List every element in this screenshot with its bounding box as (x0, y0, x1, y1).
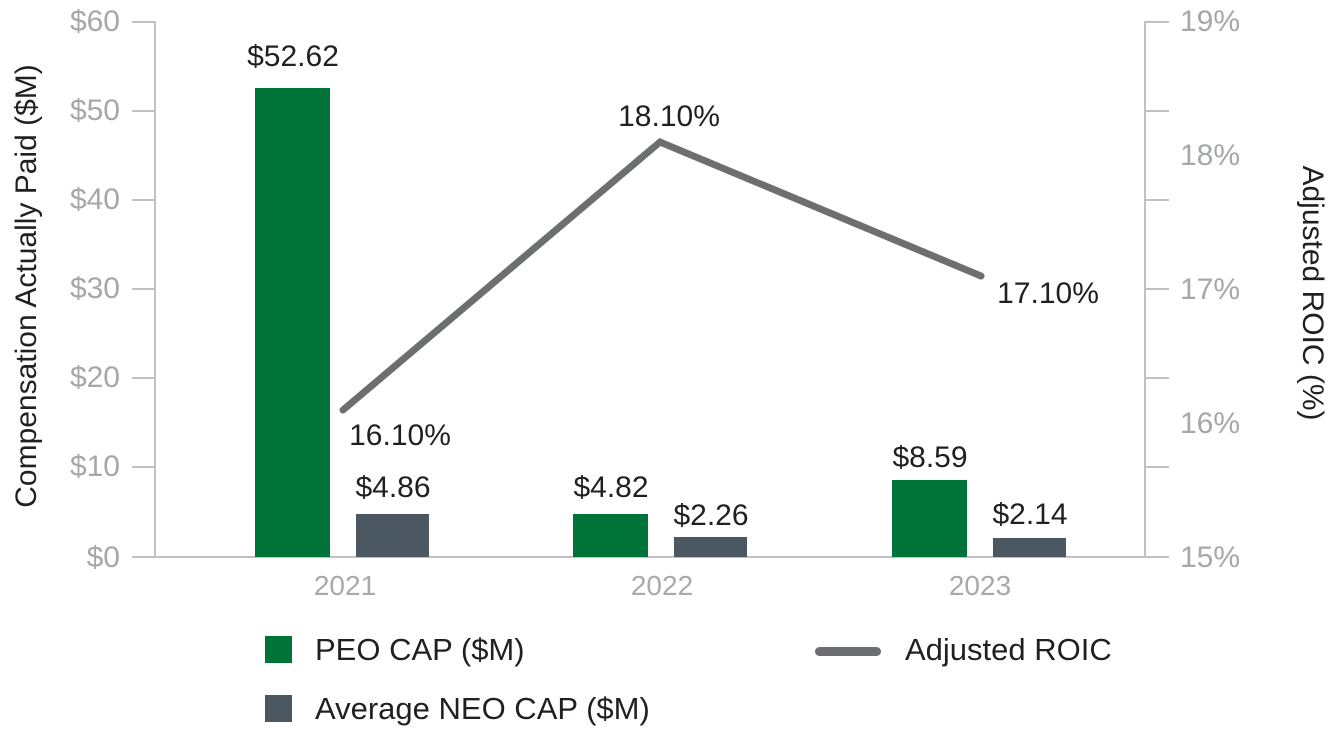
bar-neo-cap-2023 (993, 538, 1066, 557)
right-axis-tick (1146, 199, 1169, 201)
left-axis-tick (132, 21, 155, 23)
legend-label-adjusted-roic: Adjusted ROIC (905, 632, 1112, 667)
bar-peo-cap-2023 (892, 480, 967, 557)
left-axis-tick-label: $10 (69, 450, 120, 483)
bar-value-label: $8.59 (892, 441, 968, 474)
right-axis-tick-label: 16% (1180, 407, 1241, 440)
x-axis-line (155, 556, 1145, 558)
bar-value-label: $2.26 (673, 499, 749, 532)
right-axis-tick (1146, 21, 1169, 23)
left-axis-tick (132, 110, 155, 112)
bar-value-label: $4.86 (355, 471, 431, 504)
legend-label-peo-cap: PEO CAP ($M) (315, 632, 525, 667)
left-axis-tick (132, 288, 155, 290)
right-axis-tick (1146, 556, 1169, 558)
legend-swatch-peo-cap (265, 636, 292, 663)
bar-peo-cap-2021 (255, 88, 330, 557)
right-axis-tick (1146, 466, 1169, 468)
left-axis-tick (132, 556, 155, 558)
roic-point-label: 17.10% (997, 277, 1099, 310)
bar-peo-cap-2022 (573, 514, 648, 557)
x-axis-label-2022: 2022 (630, 570, 694, 601)
left-axis-tick (132, 199, 155, 201)
left-axis-tick-label: $50 (69, 94, 120, 127)
left-axis-tick-label: $40 (69, 183, 120, 216)
left-axis-tick (132, 377, 155, 379)
right-axis-line (1144, 21, 1146, 558)
right-axis-tick (1146, 288, 1169, 290)
right-axis-tick-label: 18% (1180, 139, 1241, 172)
legend-label-neo-cap: Average NEO CAP ($M) (315, 691, 650, 726)
right-axis-tick-label: 17% (1180, 273, 1241, 306)
right-axis-tick-label: 19% (1180, 5, 1241, 38)
left-axis-tick-label: $20 (69, 361, 120, 394)
x-axis-label-2021: 2021 (313, 570, 377, 601)
right-axis-tick (1146, 377, 1169, 379)
legend-swatch-adjusted-roic (815, 647, 881, 656)
right-axis-tick-label: 15% (1180, 541, 1241, 574)
roic-point-label: 16.10% (349, 419, 451, 452)
bar-value-label: $2.14 (992, 498, 1068, 531)
right-axis-tick (1146, 110, 1169, 112)
left-axis-tick-label: $0 (86, 541, 120, 574)
left-axis-tick (132, 466, 155, 468)
roic-point-label: 18.10% (618, 100, 720, 133)
x-axis-label-2023: 2023 (948, 570, 1012, 601)
left-axis-tick-label: $60 (69, 5, 120, 38)
bar-value-label: $4.82 (573, 471, 649, 504)
right-axis-title: Adjusted ROIC (%) (1296, 165, 1329, 421)
left-axis-tick-label: $30 (69, 272, 120, 305)
bar-neo-cap-2021 (356, 514, 429, 557)
bar-neo-cap-2022 (674, 537, 747, 557)
left-axis-line (154, 21, 156, 558)
bar-value-label: $52.62 (247, 40, 339, 73)
legend-swatch-neo-cap (265, 695, 292, 722)
